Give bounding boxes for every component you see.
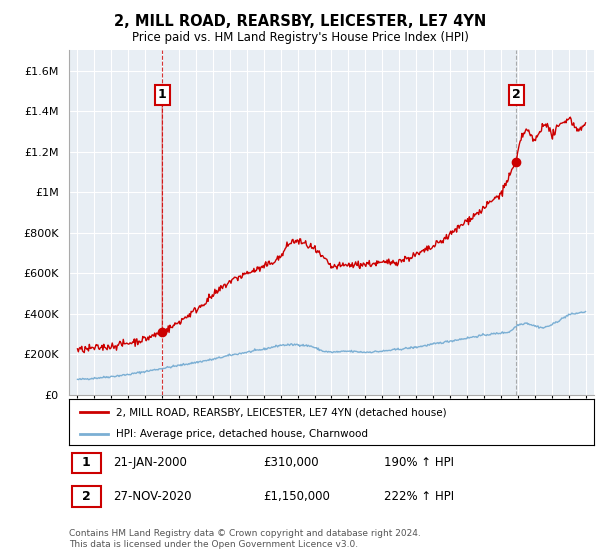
Text: £310,000: £310,000 xyxy=(263,456,319,469)
Text: 2, MILL ROAD, REARSBY, LEICESTER, LE7 4YN: 2, MILL ROAD, REARSBY, LEICESTER, LE7 4Y… xyxy=(114,14,486,29)
Text: 2, MILL ROAD, REARSBY, LEICESTER, LE7 4YN (detached house): 2, MILL ROAD, REARSBY, LEICESTER, LE7 4Y… xyxy=(116,407,447,417)
Text: 1: 1 xyxy=(82,456,91,469)
Text: Contains HM Land Registry data © Crown copyright and database right 2024.
This d: Contains HM Land Registry data © Crown c… xyxy=(69,529,421,549)
Text: Price paid vs. HM Land Registry's House Price Index (HPI): Price paid vs. HM Land Registry's House … xyxy=(131,31,469,44)
Text: 222% ↑ HPI: 222% ↑ HPI xyxy=(384,490,454,503)
FancyBboxPatch shape xyxy=(71,486,101,507)
Text: 190% ↑ HPI: 190% ↑ HPI xyxy=(384,456,454,469)
Text: 27-NOV-2020: 27-NOV-2020 xyxy=(113,490,192,503)
Text: 2: 2 xyxy=(512,88,520,101)
Text: 2: 2 xyxy=(82,490,91,503)
Text: £1,150,000: £1,150,000 xyxy=(263,490,330,503)
Text: 1: 1 xyxy=(158,88,167,101)
FancyBboxPatch shape xyxy=(71,452,101,473)
Text: 21-JAN-2000: 21-JAN-2000 xyxy=(113,456,187,469)
Text: HPI: Average price, detached house, Charnwood: HPI: Average price, detached house, Char… xyxy=(116,429,368,438)
